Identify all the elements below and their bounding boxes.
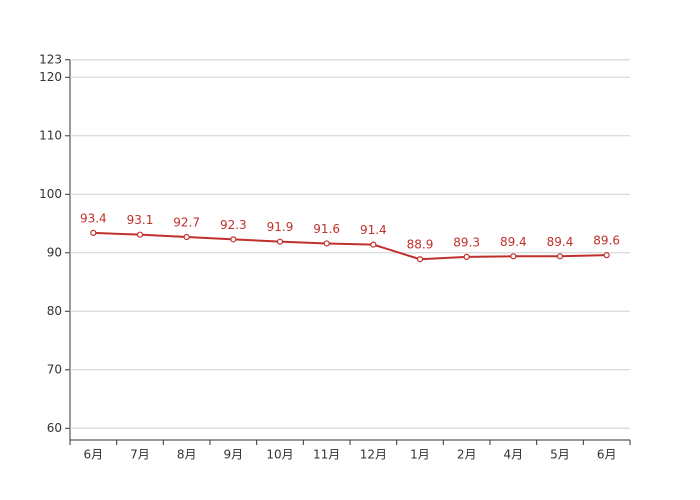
x-tick-label: 4月 [504, 448, 524, 462]
point [230, 236, 237, 243]
data-label: 89.3 [453, 235, 480, 249]
x-tick-label: 9月 [224, 448, 244, 462]
x-tick-label: 12月 [360, 448, 387, 462]
point [416, 256, 424, 263]
x-tick-label: 6月 [597, 448, 617, 462]
x-tick-label: 7月 [130, 448, 150, 462]
y-tick-label: 60 [47, 421, 62, 435]
x-tick-label: 1月 [410, 448, 430, 462]
x-tick-label: 8月 [177, 448, 197, 462]
y-tick-label: 70 [47, 362, 62, 376]
x-tick-label: 11月 [313, 448, 340, 462]
data-label: 91.9 [267, 220, 294, 234]
y-tick-label: 110 [39, 128, 62, 142]
point [323, 240, 330, 247]
x-tick-label: 10月 [266, 448, 293, 462]
data-label: 89.6 [593, 234, 620, 248]
data-label: 91.6 [313, 222, 340, 236]
data-label: 88.9 [407, 238, 434, 252]
data-label: 92.7 [173, 216, 200, 230]
point [370, 241, 377, 248]
data-label: 89.4 [547, 235, 574, 249]
x-tick-label: 2月 [457, 448, 477, 462]
point [276, 238, 284, 245]
point [136, 231, 144, 238]
y-tick-label: 80 [47, 304, 62, 318]
data-label: 92.3 [220, 218, 247, 232]
point [603, 252, 610, 259]
data-label: 89.4 [500, 235, 527, 249]
data-label: 91.4 [360, 223, 387, 237]
y-tick-label: 123 [39, 52, 62, 66]
x-tick-label: 5月 [550, 448, 570, 462]
point [90, 229, 97, 237]
x-tick-label: 6月 [84, 448, 104, 462]
y-tick-label: 100 [39, 187, 62, 201]
line [93, 231, 607, 261]
point [556, 253, 564, 260]
data-label: 93.4 [80, 211, 107, 225]
point [183, 233, 190, 241]
y-tick-label: 120 [39, 70, 62, 84]
y-tick-label: 90 [47, 245, 62, 259]
data-label: 93.1 [127, 213, 154, 227]
point [510, 253, 517, 260]
point [463, 253, 470, 260]
